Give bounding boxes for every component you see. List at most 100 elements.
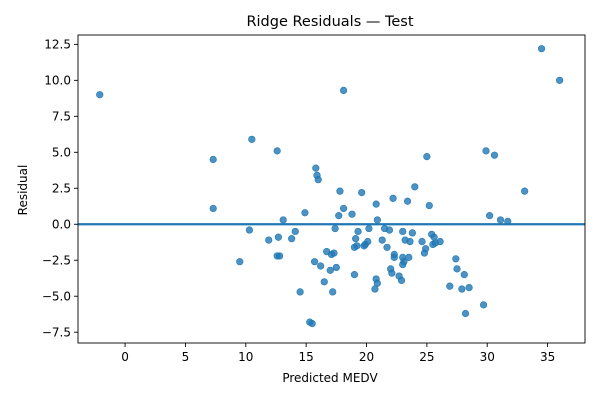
scatter-point	[422, 245, 430, 253]
scatter-point	[411, 183, 419, 191]
scatter-point	[314, 176, 322, 184]
scatter-point	[308, 319, 316, 328]
scatter-point	[350, 271, 359, 279]
scatter-point	[326, 266, 334, 274]
x-tick-label: 30	[480, 350, 495, 364]
scatter-point	[336, 187, 344, 195]
x-tick-label: 25	[419, 350, 434, 364]
scatter-point	[423, 153, 431, 161]
scatter-point	[403, 197, 412, 205]
scatter-point	[406, 237, 414, 246]
scatter-point	[486, 212, 494, 220]
y-axis: −7.5 −5.0 −2.5 0.0 2.5 5.0 7.5 10.0 12.5	[42, 38, 78, 340]
scatter-point	[320, 278, 328, 286]
scatter-point	[335, 212, 343, 220]
scatter-point	[458, 285, 466, 293]
scatter-point	[373, 279, 381, 287]
scatter-point	[482, 147, 490, 155]
scatter-point	[405, 253, 413, 261]
scatter-point	[274, 233, 282, 241]
scatter-point	[339, 86, 348, 95]
scatter-point	[521, 187, 529, 195]
plot-frame	[77, 34, 586, 344]
scatter-point	[353, 242, 361, 250]
scatter-points	[96, 45, 564, 328]
scatter-point	[348, 210, 356, 218]
scatter-point	[317, 262, 325, 270]
scatter-point	[504, 217, 512, 225]
scatter-point	[275, 252, 284, 260]
x-tick-label: 0	[121, 350, 129, 364]
scatter-point	[288, 235, 296, 243]
scatter-point	[418, 237, 426, 246]
scatter-point	[460, 271, 468, 279]
scatter-point	[389, 194, 397, 202]
chart-title: Ridge Residuals — Test	[246, 14, 413, 30]
scatter-point	[291, 227, 299, 236]
scatter-point	[388, 269, 396, 277]
scatter-point	[390, 253, 398, 261]
scatter-point	[490, 151, 499, 159]
scatter-point	[425, 201, 433, 210]
scatter-point	[96, 91, 104, 99]
scatter-point	[496, 216, 505, 224]
scatter-point	[352, 235, 360, 243]
scatter-point	[279, 216, 287, 224]
y-tick-label: 5.0	[52, 146, 71, 160]
scatter-point	[364, 237, 372, 246]
scatter-point	[430, 233, 438, 241]
scatter-point	[397, 276, 406, 284]
scatter-point	[373, 216, 381, 224]
scatter-point	[365, 224, 373, 233]
scatter-point	[452, 255, 460, 263]
y-tick-label: −2.5	[42, 254, 71, 268]
scatter-point	[312, 164, 320, 172]
x-tick-label: 35	[540, 350, 555, 364]
scatter-point	[339, 204, 348, 213]
scatter-point	[399, 227, 407, 236]
scatter-point	[245, 226, 254, 234]
scatter-point	[273, 147, 281, 155]
scatter-point	[385, 226, 394, 234]
x-axis-label: Predicted MEDV	[282, 371, 378, 385]
y-tick-label: 0.0	[52, 218, 71, 232]
scatter-point	[329, 288, 337, 296]
scatter-point	[236, 258, 244, 266]
scatter-point	[330, 249, 338, 257]
plot-area	[77, 34, 586, 344]
scatter-point	[301, 209, 309, 217]
scatter-point	[332, 263, 340, 272]
scatter-point	[354, 227, 362, 236]
scatter-point	[446, 282, 454, 290]
y-tick-label: −7.5	[42, 326, 71, 340]
scatter-point	[400, 258, 408, 266]
scatter-point	[209, 204, 217, 213]
x-tick-label: 5	[182, 350, 190, 364]
y-axis-label: Residual	[16, 165, 30, 216]
scatter-point	[453, 265, 461, 273]
scatter-point	[296, 288, 304, 296]
scatter-point	[265, 236, 273, 244]
scatter-point	[248, 135, 256, 143]
scatter-point	[209, 155, 217, 164]
scatter-point	[331, 224, 339, 233]
scatter-point	[480, 301, 488, 309]
scatter-point	[465, 283, 473, 292]
scatter-point	[358, 188, 366, 197]
scatter-point	[372, 200, 380, 208]
y-tick-label: 12.5	[44, 38, 71, 52]
scatter-point	[461, 309, 470, 318]
scatter-point	[537, 45, 546, 53]
y-tick-label: −5.0	[42, 290, 71, 304]
scatter-point	[556, 76, 564, 84]
y-tick-label: 7.5	[52, 110, 71, 124]
scatter-point	[436, 237, 444, 246]
x-tick-label: 20	[359, 350, 374, 364]
y-tick-label: 2.5	[52, 182, 71, 196]
x-tick-label: 10	[238, 350, 253, 364]
scatter-point	[383, 243, 391, 251]
scatter-point	[408, 229, 416, 237]
x-tick-label: 15	[299, 350, 314, 364]
scatter-point	[311, 258, 319, 266]
